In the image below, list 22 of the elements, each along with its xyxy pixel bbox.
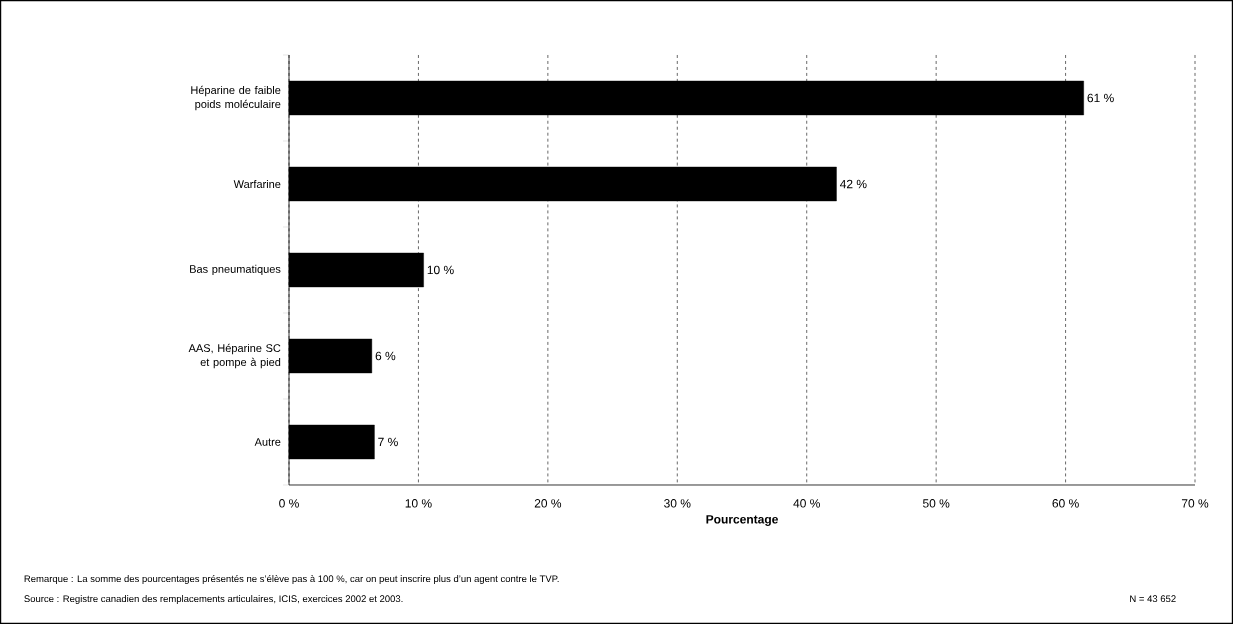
- x-axis-title: Pourcentage: [706, 515, 778, 526]
- y-tick-label: Autre: [254, 438, 281, 446]
- y-tick-label: Warfarine: [233, 179, 281, 189]
- text: N = 43 652: [1130, 595, 1176, 603]
- x-tick-label: 30 %: [664, 499, 691, 508]
- source-note: Source : Registre canadien des remplacements articulaires, ICIS, exercices 2002 et 2003.: [24, 595, 403, 604]
- x-tick-label: 60 %: [1052, 499, 1079, 508]
- y-tick-label: Bas pneumatiques: [190, 264, 281, 276]
- x-tick-label: 10 %: [405, 499, 432, 508]
- text: Remarque : La somme des pourcentages présentés ne s’élève pas à 100 %, car on peut inscrire plus d’un agent contre le TVP.: [24, 574, 559, 584]
- x-tick-label: 70 %: [1181, 499, 1209, 508]
- x-tick-label: 50 %: [922, 499, 950, 508]
- y-tick-label: Héparine de faible poids moléculaire: [191, 85, 281, 111]
- data-label: 7 %: [378, 437, 398, 447]
- data-label: 61 %: [1087, 93, 1114, 103]
- data-label: 10 %: [427, 265, 454, 275]
- data-label: 6 %: [375, 351, 396, 361]
- y-tick-label: AAS, Héparine SC et pompe à pied: [188, 343, 281, 369]
- x-tick-label: 40 %: [793, 499, 820, 508]
- x-tick-label: 0 %: [279, 499, 299, 508]
- data-label: 42 %: [839, 179, 867, 189]
- x-tick-label: 20 %: [534, 499, 562, 508]
